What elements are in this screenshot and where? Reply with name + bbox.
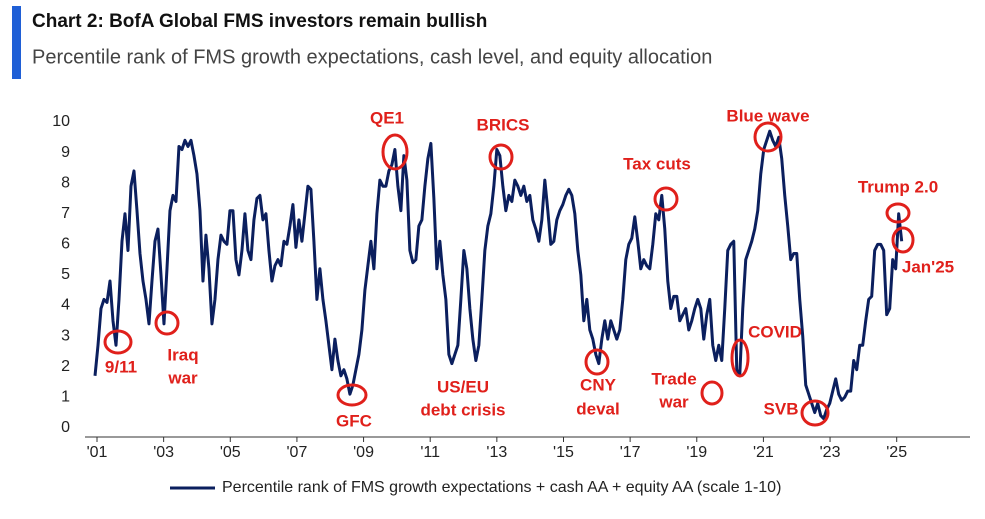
x-tick-label: '07	[286, 444, 307, 461]
annotation: war	[167, 368, 198, 387]
y-tick-label: 1	[61, 388, 70, 405]
annotation: US/EU	[437, 377, 489, 396]
x-tick-label: '11	[420, 444, 440, 461]
annotation: Trade	[651, 369, 696, 388]
annotation: COVID	[748, 322, 802, 341]
annotation-circle	[753, 121, 783, 153]
annotation-circle	[653, 186, 679, 212]
y-tick-label: 10	[52, 113, 70, 130]
annotation-circle	[103, 329, 133, 355]
y-tick-label: 4	[61, 297, 70, 314]
annotation: Tax cuts	[623, 154, 691, 173]
chart-subtitle: Percentile rank of FMS growth expectatio…	[32, 46, 712, 68]
annotation-circle	[700, 380, 724, 406]
chart-title: Chart 2: BofA Global FMS investors remai…	[32, 11, 487, 32]
annotation-circle	[336, 383, 368, 407]
annotation: SVB	[764, 399, 799, 418]
annotation: BRICS	[477, 115, 530, 134]
annotation-circle	[885, 202, 911, 224]
y-tick-label: 0	[61, 419, 70, 436]
annotation: Trump 2.0	[858, 177, 938, 196]
annotation-circle	[730, 338, 750, 378]
x-tick-label: '21	[753, 444, 774, 461]
annotation-circle	[154, 310, 180, 336]
x-tick-label: '19	[686, 444, 707, 461]
annotation-circle	[488, 143, 514, 171]
annotation: 9/11	[105, 357, 137, 376]
series-line	[93, 129, 904, 421]
y-tick-label: 3	[61, 327, 70, 344]
annotation-circle	[800, 399, 830, 427]
y-tick-label: 5	[61, 266, 70, 283]
x-tick-label: '03	[153, 444, 174, 461]
y-tick-label: 8	[61, 174, 70, 191]
annotation-circle	[891, 226, 915, 254]
annotation: Blue wave	[726, 106, 809, 125]
x-tick-label: '05	[220, 444, 241, 461]
x-tick-label: '13	[486, 444, 507, 461]
x-tick-label: '23	[820, 444, 841, 461]
annotation: debt crisis	[420, 400, 505, 419]
annotation: GFC	[336, 411, 372, 430]
x-tick-label: '17	[620, 444, 641, 461]
y-tick-label: 6	[61, 236, 70, 253]
annotation-circle	[584, 348, 610, 376]
annotation-circle	[381, 133, 409, 171]
annotation: Iraq	[167, 345, 198, 364]
x-tick-label: '15	[553, 444, 574, 461]
y-tick-label: 9	[61, 144, 70, 161]
annotation: deval	[576, 399, 619, 418]
x-tick-label: '01	[87, 444, 108, 461]
annotation: war	[658, 392, 689, 411]
x-tick-label: '25	[886, 444, 907, 461]
x-tick-label: '09	[353, 444, 374, 461]
annotation: Jan'25	[902, 257, 954, 276]
annotation: QE1	[370, 108, 404, 127]
y-tick-label: 7	[61, 205, 70, 222]
annotation: CNY	[580, 375, 617, 394]
legend-label: Percentile rank of FMS growth expectatio…	[222, 479, 781, 496]
y-tick-label: 2	[61, 358, 70, 375]
title-accent	[12, 6, 21, 79]
